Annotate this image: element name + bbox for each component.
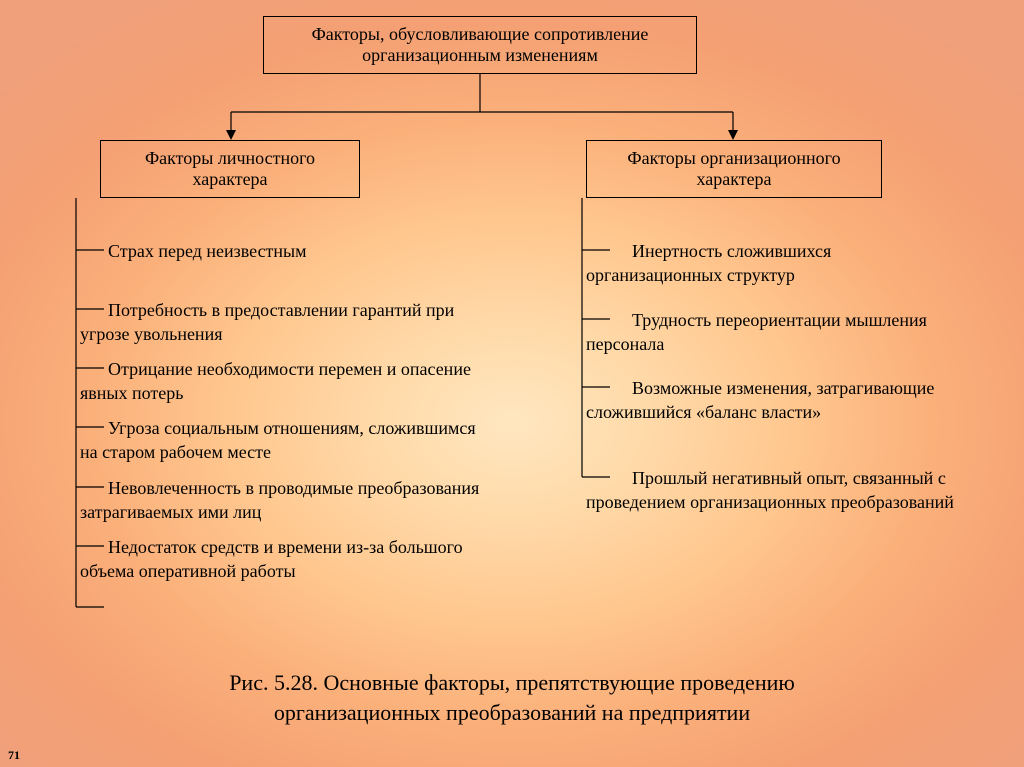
left-branch-header: Факторы личностного характера xyxy=(100,140,360,198)
page-number-text: 71 xyxy=(8,748,20,762)
list-item: Возможные изменения, затрагивающие сложи… xyxy=(586,376,956,425)
caption-line1: Рис. 5.28. Основные факторы, препятствую… xyxy=(229,670,795,695)
root-text: Факторы, обусловливающие сопротивление о… xyxy=(272,24,688,66)
root-box: Факторы, обусловливающие сопротивление о… xyxy=(263,16,697,74)
list-item: Трудность переориентации мышления персон… xyxy=(586,308,956,357)
left-header-text: Факторы личностного характера xyxy=(109,148,351,190)
figure-caption: Рис. 5.28. Основные факторы, препятствую… xyxy=(0,668,1024,727)
right-branch-header: Факторы организационного характера xyxy=(586,140,882,198)
list-item: Инертность сложившихся организационных с… xyxy=(586,239,956,288)
list-item: Недостаток средств и времени из-за больш… xyxy=(80,535,490,584)
list-item: Отрицание необходимости перемен и опасен… xyxy=(80,357,490,406)
list-item: Угроза социальным отношениям, сложившимс… xyxy=(80,416,490,465)
right-header-text: Факторы организационного характера xyxy=(595,148,873,190)
caption-line2: организационных преобразований на предпр… xyxy=(274,700,750,725)
list-item: Прошлый негативный опыт, связанный с про… xyxy=(586,466,956,515)
list-item: Невовлеченность в проводимые преобразова… xyxy=(80,476,490,525)
list-item: Страх перед неизвестным xyxy=(80,239,490,263)
list-item: Потребность в предоставлении гарантий пр… xyxy=(80,298,490,347)
page-number: 71 xyxy=(8,748,20,763)
